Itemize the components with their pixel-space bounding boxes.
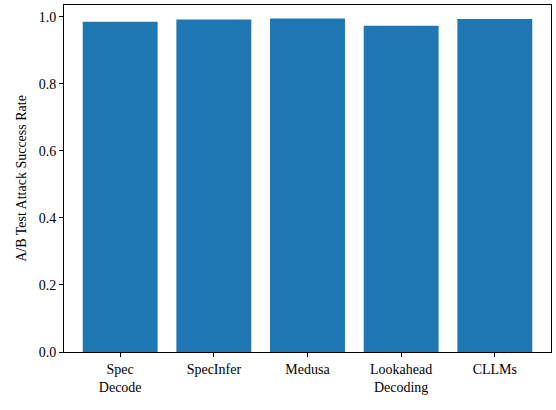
svg-text:Medusa: Medusa [285,362,330,377]
svg-text:1.0: 1.0 [39,10,57,25]
svg-text:LookaheadDecoding: LookaheadDecoding [370,362,432,395]
svg-text:CLLMs: CLLMs [473,362,517,377]
svg-text:0.2: 0.2 [39,278,57,293]
svg-text:0.4: 0.4 [39,211,57,226]
svg-text:0.6: 0.6 [39,144,57,159]
svg-text:A/B Test Attack Success Rate: A/B Test Attack Success Rate [14,95,29,262]
svg-text:SpecInfer: SpecInfer [187,362,242,377]
svg-text:SpecDecode: SpecDecode [99,362,142,395]
svg-text:0.0: 0.0 [39,345,57,360]
svg-text:0.8: 0.8 [39,77,57,92]
